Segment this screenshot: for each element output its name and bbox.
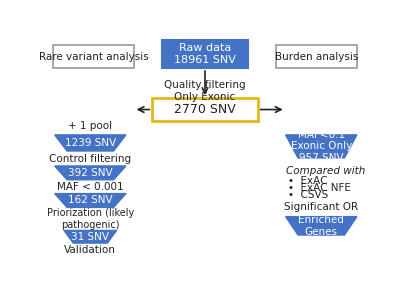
Text: Compared with: Compared with: [286, 166, 365, 176]
Text: MAF<0.1
Exonic Only
957 SNV: MAF<0.1 Exonic Only 957 SNV: [291, 130, 352, 163]
Text: Rare variant analysis: Rare variant analysis: [38, 52, 148, 62]
Text: Control filtering: Control filtering: [49, 154, 131, 164]
Polygon shape: [64, 231, 117, 243]
Text: Priorization (likely
pathogenic): Priorization (likely pathogenic): [47, 208, 134, 230]
Text: + 1 pool: + 1 pool: [68, 121, 112, 131]
FancyBboxPatch shape: [276, 45, 357, 68]
FancyBboxPatch shape: [162, 40, 248, 68]
FancyBboxPatch shape: [152, 98, 258, 121]
Text: 2770 SNV: 2770 SNV: [174, 103, 236, 116]
Polygon shape: [286, 216, 357, 235]
Text: Significant OR: Significant OR: [284, 202, 358, 212]
Text: 162 SNV: 162 SNV: [68, 196, 113, 205]
Text: Validation: Validation: [64, 245, 116, 255]
Text: MAF < 0.001: MAF < 0.001: [57, 182, 124, 192]
Text: •  ExAC: • ExAC: [288, 176, 328, 186]
Text: Enriched
Genes: Enriched Genes: [298, 215, 344, 237]
Text: 1239 SNV: 1239 SNV: [65, 138, 116, 148]
Text: 31 SNV: 31 SNV: [71, 232, 109, 242]
Text: •  CSVS: • CSVS: [288, 190, 328, 200]
Text: Quality filtering
Only Exonic: Quality filtering Only Exonic: [164, 80, 246, 102]
FancyBboxPatch shape: [53, 45, 134, 68]
Polygon shape: [286, 135, 357, 158]
Polygon shape: [55, 193, 126, 208]
Text: 392 SNV: 392 SNV: [68, 168, 113, 178]
Text: •  ExAC NFE: • ExAC NFE: [288, 183, 351, 193]
Polygon shape: [55, 166, 126, 180]
Text: Raw data
18961 SNV: Raw data 18961 SNV: [174, 43, 236, 65]
Text: Burden analysis: Burden analysis: [275, 52, 358, 62]
Polygon shape: [55, 135, 126, 151]
